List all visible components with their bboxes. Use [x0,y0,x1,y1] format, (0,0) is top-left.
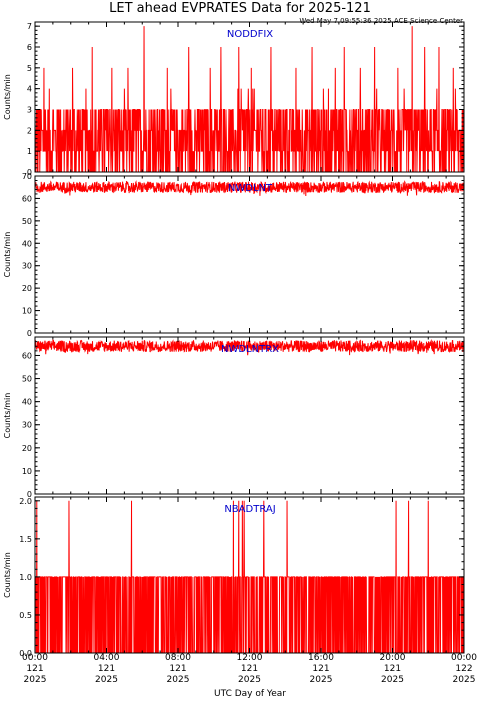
panel-nbadtraj: 0.0 0.5 1.0 1.5 2.0 Counts/min NBADTRAJ [3,496,465,658]
x-tick-label-time: 12:00 [237,653,263,663]
y-tick-label: 70 [22,172,32,181]
panel-label: NWDLNTRX [221,344,279,355]
x-tick-label-day: 121 [26,664,43,674]
x-tick-label-year: 2025 [453,675,476,685]
y-tick-label: 40 [22,398,32,407]
x-tick-label-time: 00:00 [451,653,477,663]
y-tick-label: 6 [27,43,32,52]
y-tick-label: 10 [22,467,32,476]
y-tick-label: 0 [27,329,32,338]
y-tick-label: 20 [22,444,32,453]
x-tick-label-time: 08:00 [165,653,191,663]
y-tick-label: 0 [27,490,32,499]
x-tick-label-day: 122 [455,664,472,674]
panel-label: NWDLNT [228,183,273,194]
y-tick-label: 10 [22,307,32,316]
x-tick-label-day: 121 [241,664,258,674]
x-tick-label-day: 121 [312,664,329,674]
y-tick-label: 1.5 [19,535,32,544]
x-tick-label-year: 2025 [238,675,261,685]
y-tick-label: 0.0 [19,649,32,658]
y-tick-label: 40 [22,239,32,248]
y-tick-label: 20 [22,284,32,293]
panel-noddfix: 0 1 2 3 4 5 6 7 Counts/min NODDFIX [3,21,465,177]
x-tick-label-time: 20:00 [380,653,406,663]
panel-frame [34,175,465,334]
timestamp: Wed May 7 09:55:36 2025 ACE Science Cent… [299,17,463,25]
y-axis-label: Counts/min [3,393,12,439]
y-tick-label: 3 [27,106,32,115]
panel-nwdlnt: 0 10 20 30 40 50 60 70 Counts/min NWDLNT [3,172,465,338]
panels-group: 0 1 2 3 4 5 6 7 Counts/min NODDFIX 0 10 20 30 40 50 60 70… [3,21,477,685]
y-tick-label: 60 [22,351,32,360]
x-axis-label: UTC Day of Year [214,689,286,699]
y-tick-label: 30 [22,421,32,430]
panel-frame [34,336,465,495]
chart-title: LET ahead EVPRATES Data for 2025-121 [109,1,371,16]
y-tick-label: 2.0 [19,497,32,506]
y-axis-label: Counts/min [3,552,12,598]
y-axis-label: Counts/min [3,232,12,278]
y-tick-label: 30 [22,262,32,271]
trace-nwdlnt [35,180,464,196]
x-tick-label-year: 2025 [381,675,404,685]
x-tick-label-time: 16:00 [308,653,334,663]
trace-nbadtraj [35,500,464,653]
x-tick-label-year: 2025 [95,675,118,685]
y-tick-label: 0 [27,168,32,177]
y-axis-label: Counts/min [3,74,12,120]
y-tick-label: 1.0 [19,573,32,582]
x-tick-label-year: 2025 [167,675,190,685]
y-tick-label: 1 [27,147,32,156]
x-tick-label-day: 121 [384,664,401,674]
x-tick-label-day: 121 [169,664,186,674]
y-tick-label: 4 [27,85,32,94]
x-tick-label-year: 2025 [310,675,333,685]
y-tick-label: 7 [27,22,32,31]
y-tick-label: 0.5 [19,611,32,620]
trace-noddfix [35,26,464,172]
y-tick-label: 5 [27,64,32,73]
y-tick-label: 50 [22,375,32,384]
x-tick-label-year: 2025 [24,675,47,685]
y-tick-label: 60 [22,194,32,203]
panel-nwdlntrx: 0 10 20 30 40 50 60 Counts/min NWDLNTRX [3,336,465,499]
x-tick-label-time: 00:00 [22,653,48,663]
x-tick-label-day: 121 [98,664,115,674]
panel-label: NODDFIX [227,29,273,40]
y-tick-label: 50 [22,217,32,226]
x-tick-label-time: 04:00 [94,653,120,663]
panel-label: NBADTRAJ [224,504,275,515]
y-tick-label: 2 [27,126,32,135]
